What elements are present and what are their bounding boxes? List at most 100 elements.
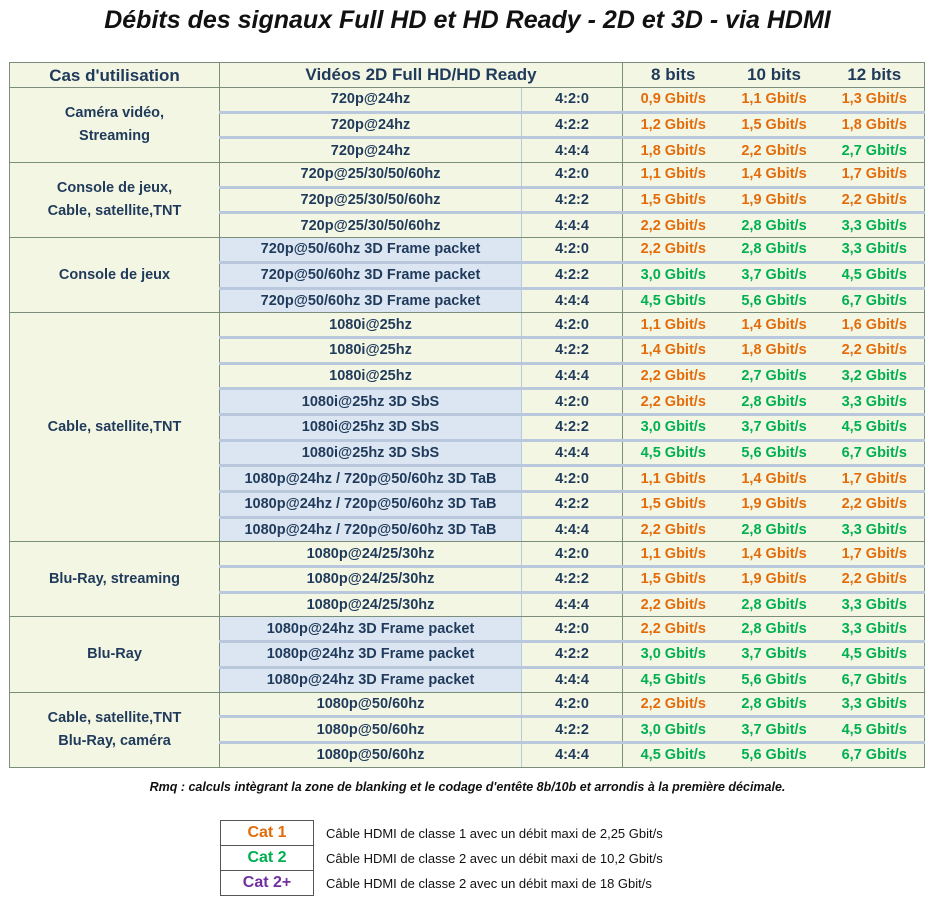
bitrate-12bits-cell: 1,6 Gbit/s bbox=[824, 312, 925, 339]
chroma-subsampling-cell: 4:2:0 bbox=[521, 541, 623, 569]
bitrate-8bits-cell: 4,5 Gbit/s bbox=[622, 440, 724, 468]
bitrate-10bits-cell: 5,6 Gbit/s bbox=[723, 440, 825, 468]
chroma-subsampling-cell: 4:2:2 bbox=[521, 262, 623, 290]
bitrate-8bits-cell: 2,2 Gbit/s bbox=[622, 616, 724, 644]
bitrate-8bits-cell: 0,9 Gbit/s bbox=[622, 87, 724, 114]
header-8bits: 8 bits bbox=[622, 62, 724, 88]
chroma-subsampling-cell: 4:4:4 bbox=[521, 592, 623, 618]
use-case-cell: Blu-Ray bbox=[9, 616, 220, 693]
bitrate-table: Cas d'utilisation Vidéos 2D Full HD/HD R… bbox=[9, 62, 925, 768]
table-row: 720p@25/30/50/60hz 4:4:4 2,2 Gbit/s 2,8 Gbi… bbox=[10, 212, 925, 239]
table-row: 1080p@24hz / 720p@50/60hz 3D TaB 4:4:4 2,2… bbox=[10, 517, 925, 543]
video-format-cell: 1080i@25hz bbox=[219, 363, 522, 391]
bitrate-10bits-cell: 1,4 Gbit/s bbox=[723, 312, 825, 339]
bitrate-12bits-cell: 1,7 Gbit/s bbox=[824, 541, 925, 569]
bitrate-12bits-cell: 6,7 Gbit/s bbox=[824, 440, 925, 468]
video-format-cell: 1080p@24hz / 720p@50/60hz 3D TaB bbox=[219, 517, 522, 543]
table-row: 1080i@25hz 3D SbS 4:4:4 4,5 Gbit/s 5,6 Gbit… bbox=[10, 440, 925, 468]
video-format-cell: 1080p@24/25/30hz bbox=[219, 592, 522, 618]
video-format-cell: 720p@50/60hz 3D Frame packet bbox=[219, 237, 522, 264]
table-row: 720p@24hz 4:2:2 1,2 Gbit/s 1,5 Gbit/s 1,8 Gb… bbox=[10, 112, 925, 140]
table-row: 1080p@24hz / 720p@50/60hz 3D TaB 4:2:2 1,5… bbox=[10, 491, 925, 519]
table-row: 1080i@25hz 3D SbS 4:2:0 2,2 Gbit/s 2,8 Gbit… bbox=[10, 388, 925, 416]
table-row: 1080p@24hz 3D Frame packet 4:4:4 4,5 Gbit/… bbox=[10, 667, 925, 693]
bitrate-10bits-cell: 3,7 Gbit/s bbox=[723, 716, 825, 744]
bitrate-12bits-cell: 2,7 Gbit/s bbox=[824, 137, 925, 164]
table-row: 1080i@25hz 3D SbS 4:2:2 3,0 Gbit/s 3,7 Gbit… bbox=[10, 414, 925, 442]
chroma-subsampling-cell: 4:4:4 bbox=[521, 212, 623, 239]
chroma-subsampling-cell: 4:2:0 bbox=[521, 388, 623, 416]
bitrate-10bits-cell: 1,9 Gbit/s bbox=[723, 187, 825, 215]
chroma-subsampling-cell: 4:2:2 bbox=[521, 716, 623, 744]
chroma-subsampling-cell: 4:2:2 bbox=[521, 641, 623, 669]
bitrate-12bits-cell: 4,5 Gbit/s bbox=[824, 641, 925, 669]
video-format-cell: 720p@24hz bbox=[219, 137, 522, 164]
video-format-cell: 1080i@25hz 3D SbS bbox=[219, 440, 522, 468]
legend-row: Cat 2 Câble HDMI de classe 2 avec un débi… bbox=[220, 845, 707, 871]
bitrate-10bits-cell: 1,8 Gbit/s bbox=[723, 337, 825, 365]
legend-category: Cat 1 bbox=[220, 820, 314, 846]
chroma-subsampling-cell: 4:2:2 bbox=[521, 187, 623, 215]
bitrate-12bits-cell: 3,3 Gbit/s bbox=[824, 616, 925, 644]
bitrate-8bits-cell: 1,5 Gbit/s bbox=[622, 491, 724, 519]
bitrate-10bits-cell: 1,4 Gbit/s bbox=[723, 162, 825, 189]
bitrate-8bits-cell: 4,5 Gbit/s bbox=[622, 667, 724, 693]
bitrate-8bits-cell: 4,5 Gbit/s bbox=[622, 742, 724, 768]
bitrate-10bits-cell: 1,4 Gbit/s bbox=[723, 465, 825, 493]
bitrate-10bits-cell: 1,5 Gbit/s bbox=[723, 112, 825, 140]
bitrate-12bits-cell: 3,3 Gbit/s bbox=[824, 212, 925, 239]
chroma-subsampling-cell: 4:4:4 bbox=[521, 363, 623, 391]
legend-table: Cat 1 Câble HDMI de classe 1 avec un débi… bbox=[220, 820, 707, 896]
bitrate-12bits-cell: 1,3 Gbit/s bbox=[824, 87, 925, 114]
bitrate-12bits-cell: 2,2 Gbit/s bbox=[824, 187, 925, 215]
video-format-cell: 720p@50/60hz 3D Frame packet bbox=[219, 262, 522, 290]
use-case-cell: Blu-Ray, streaming bbox=[9, 541, 220, 618]
video-format-cell: 1080i@25hz bbox=[219, 312, 522, 339]
table-row: Cable, satellite,TNT Blu-Ray, caméra 1080p… bbox=[9, 691, 925, 768]
chroma-subsampling-cell: 4:4:4 bbox=[521, 288, 623, 314]
table-row: 720p@25/30/50/60hz 4:2:2 1,5 Gbit/s 1,9 Gbi… bbox=[10, 187, 925, 215]
bitrate-8bits-cell: 2,2 Gbit/s bbox=[622, 237, 724, 264]
footnote: Rmq : calculs intègrant la zone de blank… bbox=[149, 780, 786, 794]
legend-category: Cat 2 bbox=[220, 845, 314, 871]
bitrate-10bits-cell: 2,2 Gbit/s bbox=[723, 137, 825, 164]
chroma-subsampling-cell: 4:4:4 bbox=[521, 517, 623, 543]
table-row: Console de jeux 720p@50/60hz 3D Frame pac… bbox=[9, 237, 925, 314]
bitrate-8bits-cell: 1,1 Gbit/s bbox=[622, 541, 724, 569]
bitrate-8bits-cell: 1,5 Gbit/s bbox=[622, 187, 724, 215]
video-format-cell: 720p@50/60hz 3D Frame packet bbox=[219, 288, 522, 314]
bitrate-12bits-cell: 4,5 Gbit/s bbox=[824, 414, 925, 442]
use-case-line: Blu-Ray, caméra bbox=[58, 732, 171, 749]
chroma-subsampling-cell: 4:2:2 bbox=[521, 112, 623, 140]
table-row: 1080i@25hz 4:2:2 1,4 Gbit/s 1,8 Gbit/s 2,2 G… bbox=[10, 337, 925, 365]
use-case-line: Cable, satellite,TNT bbox=[47, 203, 182, 220]
chroma-subsampling-cell: 4:2:2 bbox=[521, 337, 623, 365]
bitrate-8bits-cell: 1,5 Gbit/s bbox=[622, 566, 724, 594]
video-format-cell: 1080i@25hz 3D SbS bbox=[219, 414, 522, 442]
bitrate-10bits-cell: 2,8 Gbit/s bbox=[723, 517, 825, 543]
header-10bits: 10 bits bbox=[723, 62, 825, 88]
table-row: 1080p@50/60hz 4:4:4 4,5 Gbit/s 5,6 Gbit/s 6,… bbox=[10, 742, 925, 768]
use-case-line: Blu-Ray bbox=[87, 645, 142, 662]
bitrate-8bits-cell: 2,2 Gbit/s bbox=[622, 692, 724, 719]
table-row: 1080p@24/25/30hz 4:4:4 2,2 Gbit/s 2,8 Gbit/… bbox=[10, 592, 925, 618]
bitrate-10bits-cell: 5,6 Gbit/s bbox=[723, 288, 825, 314]
video-format-cell: 1080i@25hz 3D SbS bbox=[219, 388, 522, 416]
bitrate-10bits-cell: 2,8 Gbit/s bbox=[723, 237, 825, 264]
legend-row: Cat 1 Câble HDMI de classe 1 avec un débi… bbox=[220, 820, 707, 846]
video-format-cell: 720p@25/30/50/60hz bbox=[219, 162, 522, 189]
bitrate-8bits-cell: 3,0 Gbit/s bbox=[622, 414, 724, 442]
legend-description: Câble HDMI de classe 1 avec un débit max… bbox=[326, 825, 663, 841]
bitrate-12bits-cell: 3,3 Gbit/s bbox=[824, 388, 925, 416]
chroma-subsampling-cell: 4:2:0 bbox=[521, 692, 623, 719]
header-video: Vidéos 2D Full HD/HD Ready bbox=[219, 62, 623, 88]
bitrate-10bits-cell: 3,7 Gbit/s bbox=[723, 262, 825, 290]
bitrate-10bits-cell: 2,8 Gbit/s bbox=[723, 592, 825, 618]
video-format-cell: 720p@25/30/50/60hz bbox=[219, 187, 522, 215]
table-row: 1080p@24hz / 720p@50/60hz 3D TaB 4:2:0 1,1… bbox=[10, 465, 925, 493]
chroma-subsampling-cell: 4:4:4 bbox=[521, 137, 623, 164]
legend-row: Cat 2+ Câble HDMI de classe 2 avec un déb… bbox=[220, 870, 707, 896]
table-row: 1080p@24/25/30hz 4:2:2 1,5 Gbit/s 1,9 Gbit/… bbox=[10, 566, 925, 594]
bitrate-12bits-cell: 4,5 Gbit/s bbox=[824, 716, 925, 744]
table-row: Blu-Ray 1080p@24hz 3D Frame packet 4:2:0 2,… bbox=[9, 616, 925, 693]
